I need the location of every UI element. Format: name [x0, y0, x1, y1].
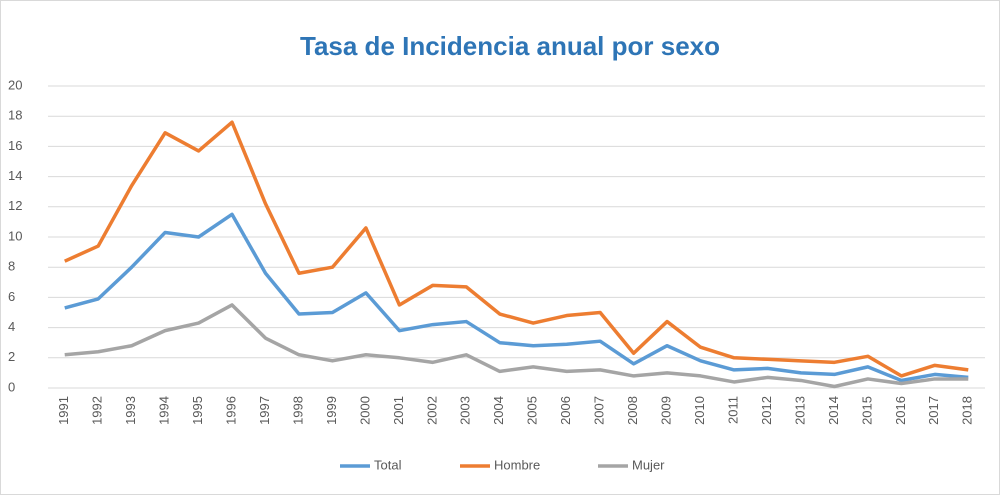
x-tick-label: 2005 — [525, 396, 540, 425]
x-tick-label: 1995 — [190, 396, 205, 425]
y-tick-label: 16 — [8, 138, 22, 153]
series-line — [64, 303, 969, 389]
x-tick-label: 2018 — [960, 396, 975, 425]
y-tick-label: 18 — [8, 108, 22, 123]
x-tick-label: 2006 — [558, 396, 573, 425]
x-tick-label: 2017 — [926, 396, 941, 425]
chart-title: Tasa de Incidencia anual por sexo — [300, 31, 720, 61]
x-tick-label: 2015 — [859, 396, 874, 425]
x-tick-label: 1994 — [157, 396, 172, 425]
y-tick-label: 20 — [8, 77, 22, 92]
x-tick-label: 1999 — [324, 396, 339, 425]
x-tick-label: 2008 — [625, 396, 640, 425]
x-tick-label: 2010 — [692, 396, 707, 425]
y-tick-label: 0 — [8, 379, 15, 394]
x-tick-label: 2004 — [491, 396, 506, 425]
x-tick-label: 1996 — [223, 396, 238, 425]
legend-label: Total — [374, 457, 402, 472]
x-tick-label: 2014 — [826, 396, 841, 425]
x-tick-label: 2011 — [725, 396, 740, 424]
y-tick-label: 12 — [8, 198, 22, 213]
x-tick-label: 2009 — [659, 396, 674, 425]
y-tick-label: 6 — [8, 289, 15, 304]
x-tick-label: 1992 — [90, 396, 105, 425]
legend-label: Mujer — [632, 457, 665, 472]
x-tick-label: 2012 — [759, 396, 774, 425]
x-tick-label: 2013 — [792, 396, 807, 425]
series-line — [64, 212, 969, 383]
y-tick-label: 10 — [8, 228, 22, 243]
series-line — [64, 120, 969, 378]
x-tick-label: 2003 — [458, 396, 473, 425]
x-tick-label: 2016 — [893, 396, 908, 425]
y-tick-label: 4 — [8, 319, 15, 334]
x-tick-label: 2007 — [592, 396, 607, 425]
y-tick-label: 2 — [8, 349, 15, 364]
legend-label: Hombre — [494, 457, 540, 472]
y-tick-label: 8 — [8, 259, 15, 274]
x-tick-label: 2000 — [357, 396, 372, 425]
x-tick-label: 1993 — [123, 396, 138, 425]
x-tick-label: 2001 — [391, 396, 406, 425]
x-tick-label: 1998 — [290, 396, 305, 425]
x-tick-label: 2002 — [424, 396, 439, 425]
y-tick-label: 14 — [8, 168, 22, 183]
x-tick-label: 1991 — [56, 396, 71, 425]
x-tick-label: 1997 — [257, 396, 272, 425]
